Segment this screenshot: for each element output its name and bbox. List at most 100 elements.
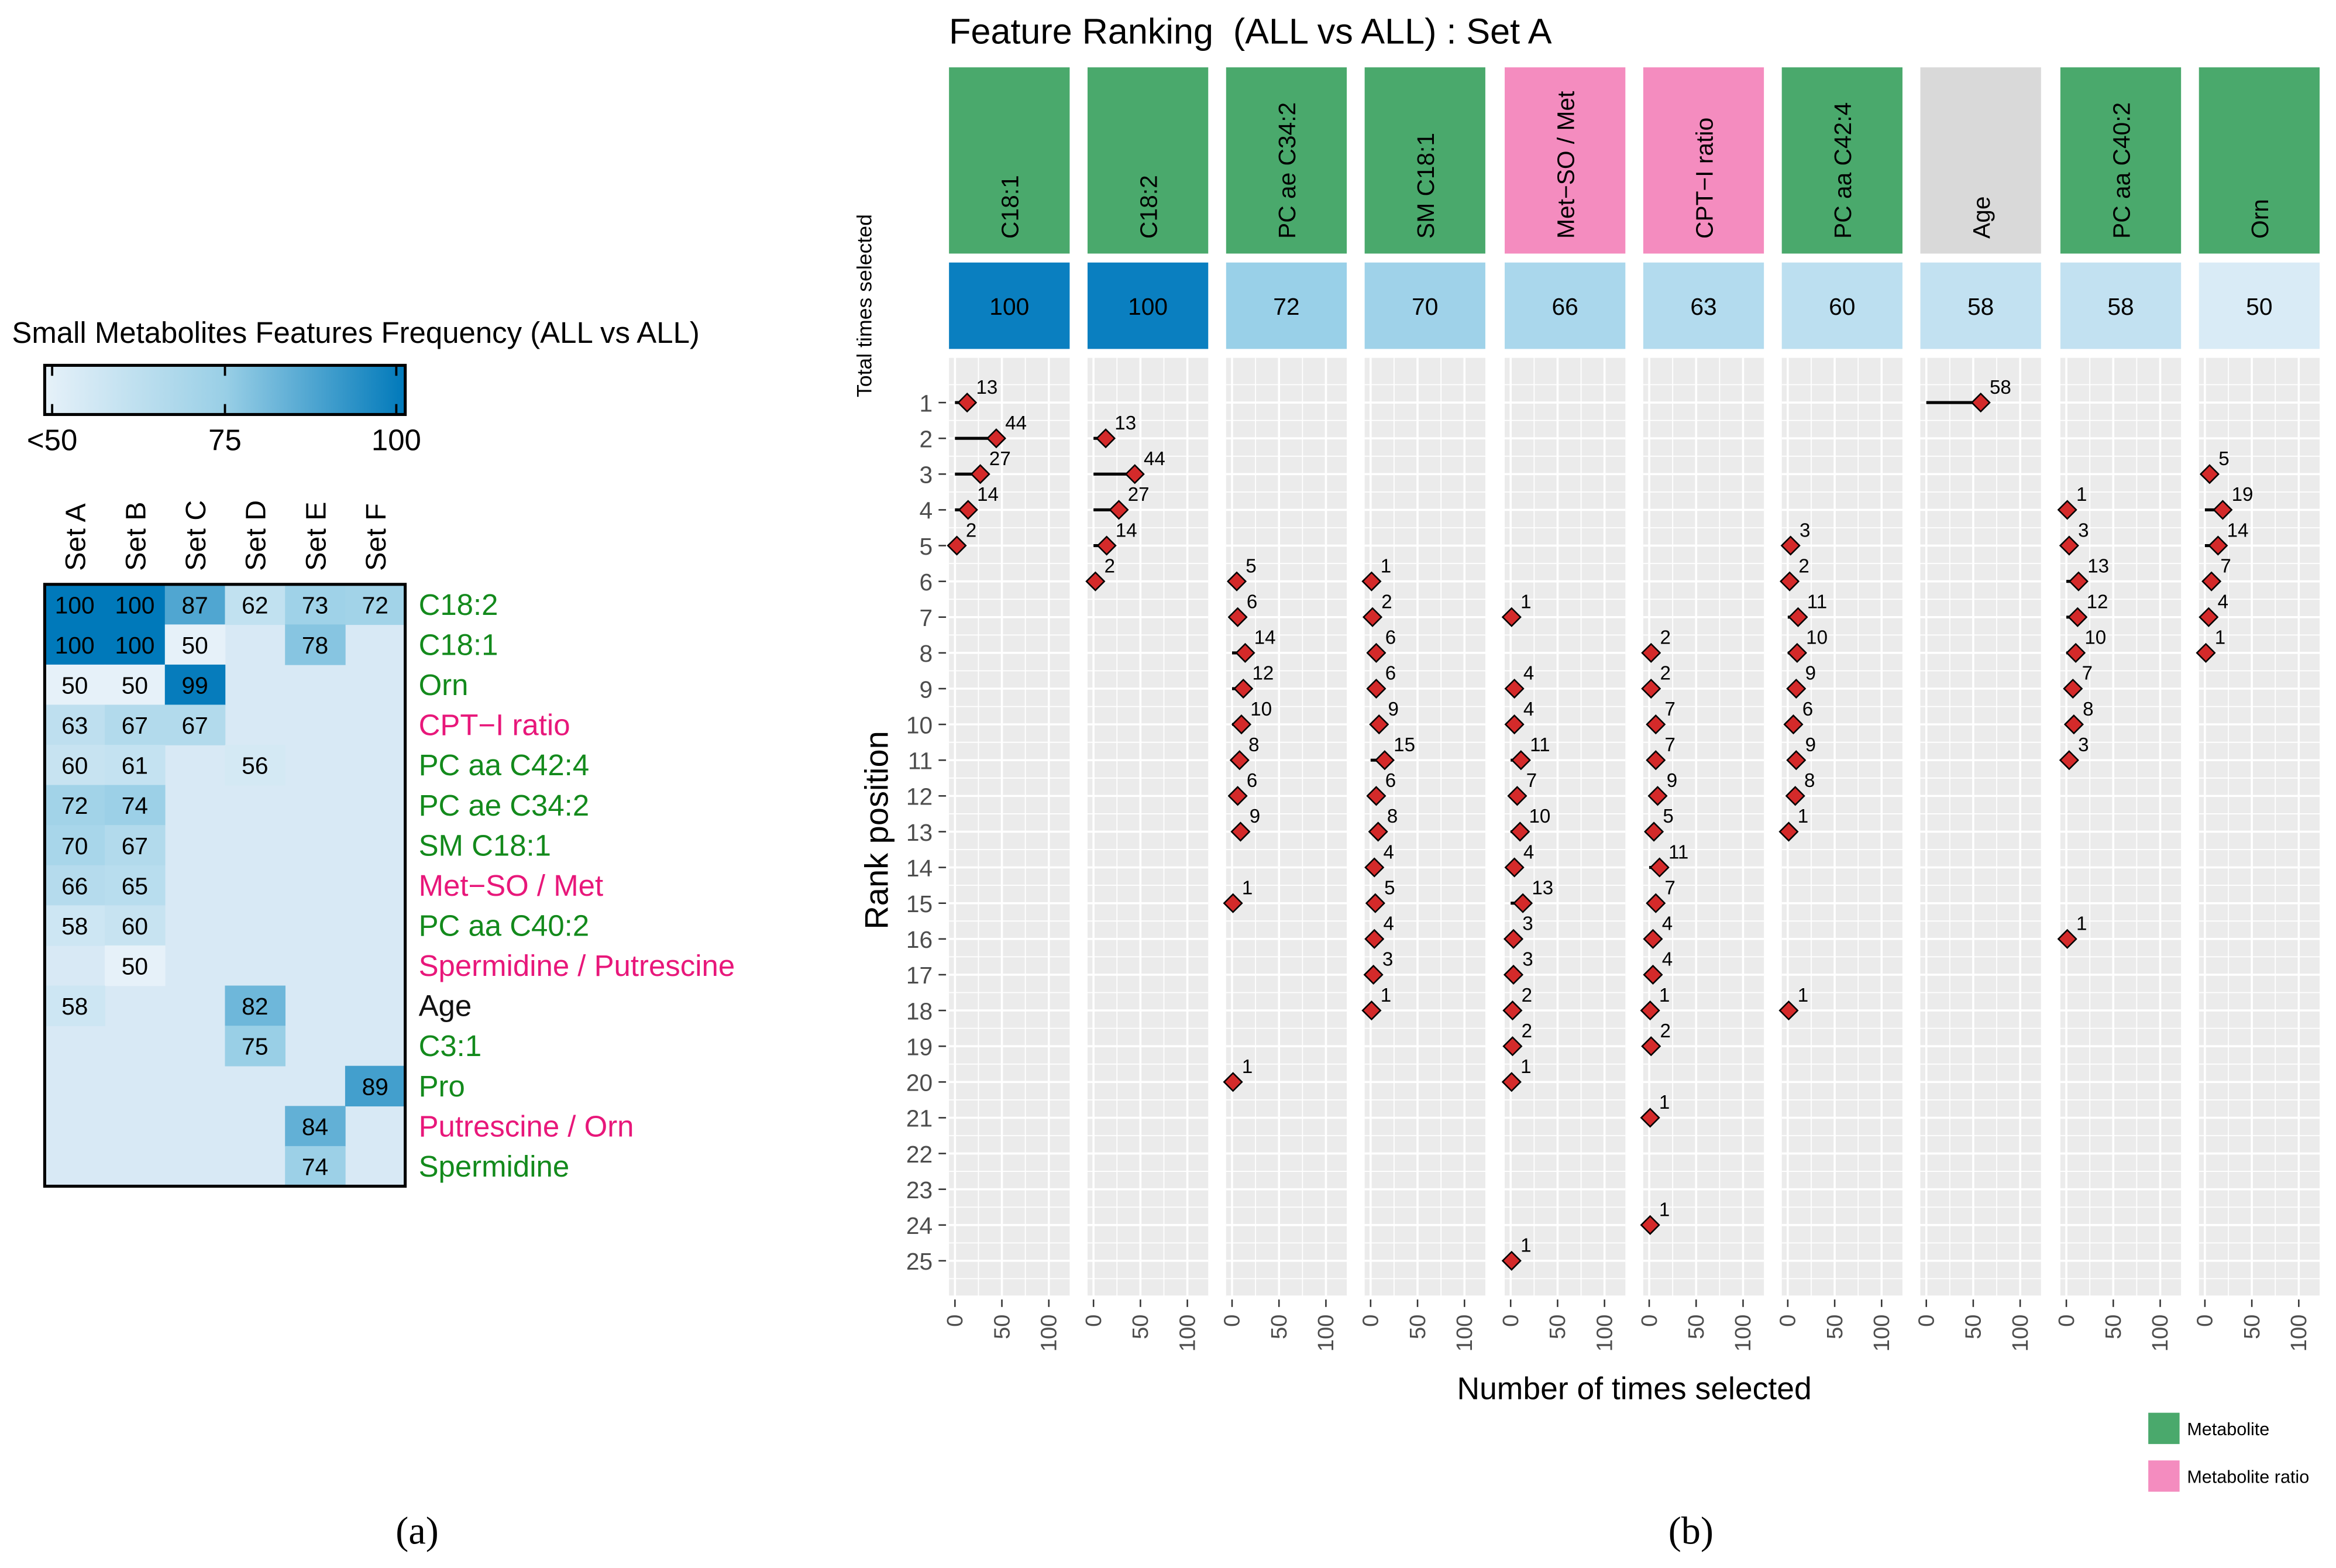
heatmap-title: Small Metabolites Features Frequency (AL… bbox=[12, 316, 700, 349]
point-label: 7 bbox=[1665, 699, 1676, 720]
point-label: 2 bbox=[1660, 663, 1671, 685]
point-label: 27 bbox=[1128, 484, 1150, 506]
point-label: 10 bbox=[1529, 806, 1551, 827]
rank-point bbox=[1780, 535, 1801, 556]
y-tick-label: 11 bbox=[908, 748, 933, 775]
heatmap-cell bbox=[44, 905, 105, 946]
colorbar-tick-label: 100 bbox=[371, 424, 421, 457]
point-label: 3 bbox=[1522, 949, 1533, 971]
total-times-box bbox=[1643, 262, 1764, 349]
x-tick-label: 0 bbox=[1637, 1315, 1662, 1327]
total-times-box bbox=[2199, 262, 2320, 349]
total-times-box bbox=[1226, 262, 1347, 349]
rank-point bbox=[1512, 893, 1533, 913]
rank-point bbox=[1223, 1072, 1243, 1092]
heatmap-row-label: CPT−I ratio bbox=[419, 709, 570, 742]
point-label: 10 bbox=[1806, 627, 1828, 649]
point-label: 5 bbox=[1246, 555, 1256, 577]
rank-point bbox=[1641, 1036, 1661, 1057]
point-label: 4 bbox=[2218, 592, 2228, 613]
x-tick-label: 100 bbox=[1452, 1315, 1477, 1352]
rank-point bbox=[970, 464, 990, 484]
heatmap-cell-value: 62 bbox=[242, 592, 268, 618]
feature-header bbox=[1643, 67, 1764, 254]
rank-point bbox=[2213, 500, 2233, 520]
y-tick-label: 23 bbox=[906, 1177, 933, 1203]
heatmap-cell bbox=[164, 584, 226, 625]
rank-point bbox=[1510, 821, 1530, 842]
heatmap-cell bbox=[285, 1106, 346, 1147]
point-label: 1 bbox=[1798, 985, 1808, 1006]
feature-header bbox=[1087, 67, 1209, 254]
heatmap-cell-value: 87 bbox=[181, 592, 208, 618]
total-times-value: 60 bbox=[1829, 293, 1855, 320]
point-label: 13 bbox=[2087, 555, 2109, 577]
rank-point bbox=[1227, 607, 1248, 627]
heatmap-cell-value: 73 bbox=[302, 592, 328, 618]
heatmap-row-label: C3:1 bbox=[419, 1029, 482, 1062]
rank-point bbox=[1507, 786, 1527, 806]
heatmap-row-label: Orn bbox=[419, 668, 469, 702]
heatmap-cell-value: 56 bbox=[242, 752, 268, 779]
feature-header bbox=[1920, 67, 2041, 254]
rank-point bbox=[1640, 1215, 1660, 1235]
rank-point bbox=[1096, 535, 1117, 556]
rank-point bbox=[1501, 1250, 1522, 1271]
x-tick-label: 50 bbox=[1128, 1315, 1153, 1339]
rank-point bbox=[1227, 786, 1248, 806]
y-axis-title: Rank position bbox=[858, 731, 895, 929]
x-axis-title: Number of times selected bbox=[1457, 1372, 1811, 1407]
rank-point bbox=[2068, 571, 2089, 592]
heatmap-cell bbox=[164, 624, 226, 665]
feature-panel: C18:1 100 0 50 100 13 44 27 142 bbox=[942, 67, 1070, 1352]
rank-point bbox=[1124, 464, 1145, 484]
rank-point bbox=[1643, 964, 1663, 985]
heatmap-cell bbox=[44, 704, 105, 745]
point-label: 3 bbox=[1522, 913, 1533, 935]
legend-swatch bbox=[2148, 1412, 2180, 1445]
rank-point bbox=[1229, 750, 1250, 771]
rank-point bbox=[1502, 1000, 1523, 1021]
point-label: 1 bbox=[1381, 555, 1391, 577]
heatmap-row-label: PC aa C42:4 bbox=[419, 748, 590, 782]
rank-point bbox=[2059, 750, 2079, 771]
rank-point bbox=[958, 500, 978, 520]
feature-name: CPT−I ratio bbox=[1691, 118, 1718, 239]
feature-panel: Age 58 0 50 100 58 bbox=[1914, 67, 2041, 1352]
heatmap-row-label: Putrescine / Orn bbox=[419, 1109, 634, 1143]
point-label: 7 bbox=[2082, 663, 2093, 685]
heatmap-cell bbox=[345, 584, 406, 625]
heatmap-cell-value: 50 bbox=[61, 672, 88, 699]
point-label: 6 bbox=[1247, 592, 1257, 613]
x-tick-label: 100 bbox=[1731, 1315, 1756, 1352]
y-tick-label: 1 bbox=[919, 390, 933, 417]
feature-name: Orn bbox=[2246, 199, 2273, 239]
feature-panel: Orn 50 0 50 100 519 14 7 4 1 bbox=[2193, 67, 2320, 1352]
x-tick-label: 50 bbox=[1267, 1315, 1292, 1339]
colorbar-tick-label: <50 bbox=[27, 424, 77, 457]
heatmap-cell bbox=[105, 905, 166, 946]
point-label: 2 bbox=[1798, 555, 1809, 577]
x-tick-label: 100 bbox=[1869, 1315, 1894, 1352]
x-tick-label: 0 bbox=[2054, 1315, 2079, 1327]
y-tick-label: 8 bbox=[919, 640, 933, 667]
point-label: 1 bbox=[1381, 985, 1391, 1006]
rank-point bbox=[1361, 571, 1382, 592]
point-label: 4 bbox=[1384, 841, 1394, 863]
heatmap-cell bbox=[105, 745, 166, 786]
point-label: 1 bbox=[1798, 806, 1808, 827]
x-tick-label: 100 bbox=[2008, 1315, 2033, 1352]
heatmap-column-label: Set E bbox=[300, 502, 332, 571]
y-tick-label: 18 bbox=[906, 998, 933, 1024]
point-label: 8 bbox=[1248, 734, 1259, 756]
point-label: 1 bbox=[1242, 877, 1253, 899]
heatmap-cell bbox=[105, 664, 166, 706]
y-tick-label: 9 bbox=[919, 676, 933, 703]
rank-point bbox=[1223, 893, 1243, 913]
point-label: 1 bbox=[1520, 592, 1531, 613]
heatmap-cell bbox=[285, 624, 346, 665]
rank-point bbox=[1641, 678, 1661, 699]
feature-name: PC ae C34:2 bbox=[1274, 102, 1301, 239]
point-label: 10 bbox=[1250, 699, 1272, 720]
